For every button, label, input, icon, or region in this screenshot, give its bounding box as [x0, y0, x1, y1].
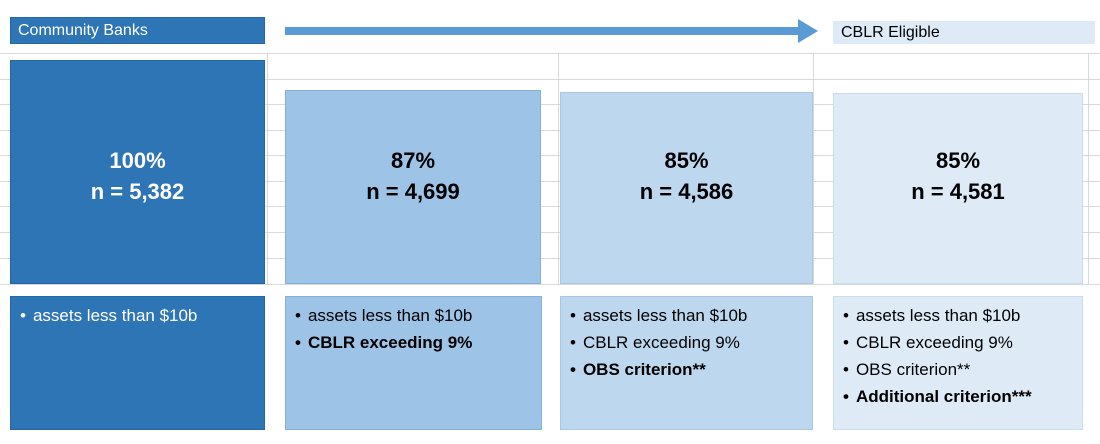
stage-n: n = 5,382	[90, 179, 185, 204]
arrow-right-icon	[798, 19, 818, 43]
community-banks-header: Community Banks	[10, 17, 265, 44]
gridline	[0, 181, 1100, 182]
stage-n: n = 4,699	[366, 179, 460, 204]
gridline	[0, 79, 1100, 80]
gridline	[0, 206, 1100, 207]
stage-stats: 85% n = 4,586	[561, 145, 812, 207]
gridline	[267, 53, 268, 284]
gridline	[0, 53, 1100, 54]
criteria-box-additional-criterion: assets less than $10b CBLR exceeding 9% …	[833, 296, 1083, 430]
criteria-list: assets less than $10b	[20, 302, 256, 329]
gridline	[558, 53, 559, 284]
stage-stats: 87% n = 4,699	[286, 145, 540, 207]
criteria-item: CBLR exceeding 9%	[295, 329, 533, 356]
gridline	[0, 284, 1100, 285]
criteria-item: CBLR exceeding 9%	[843, 329, 1074, 356]
gridline	[0, 130, 1100, 131]
stage-percent: 87%	[390, 148, 436, 173]
gridline	[0, 155, 1100, 156]
criteria-list: assets less than $10b CBLR exceeding 9%	[295, 302, 533, 356]
stage-n: n = 4,586	[639, 179, 734, 204]
stage-stats: 85% n = 4,581	[834, 145, 1082, 207]
criteria-item: assets less than $10b	[843, 302, 1074, 329]
criteria-item: CBLR exceeding 9%	[570, 329, 804, 356]
criteria-item: Additional criterion***	[843, 383, 1074, 410]
stage-box-additional-criterion: 85% n = 4,581	[833, 93, 1083, 284]
criteria-list: assets less than $10b CBLR exceeding 9% …	[570, 302, 804, 383]
stage-percent: 85%	[664, 148, 709, 173]
flow-arrow-body	[285, 27, 798, 35]
stage-box-obs-criterion: 85% n = 4,586	[560, 92, 813, 284]
stage-n: n = 4,581	[911, 179, 1005, 204]
stage-box-cblr-exceeding-9: 87% n = 4,699	[285, 90, 541, 284]
stage-percent: 85%	[935, 148, 981, 173]
criteria-box-cblr-exceeding-9: assets less than $10b CBLR exceeding 9%	[285, 296, 542, 430]
cblr-eligible-label: CBLR Eligible	[841, 24, 940, 41]
criteria-item: OBS criterion**	[843, 356, 1074, 383]
stage-stats: 100% n = 5,382	[11, 145, 264, 207]
cblr-eligible-header: CBLR Eligible	[833, 21, 1095, 44]
gridline	[0, 232, 1100, 233]
stage-box-community-banks: 100% n = 5,382	[10, 60, 265, 284]
criteria-item: assets less than $10b	[20, 302, 256, 329]
criteria-box-community-banks: assets less than $10b	[10, 296, 265, 430]
criteria-item: assets less than $10b	[570, 302, 804, 329]
gridline	[0, 104, 1100, 105]
gridline	[813, 53, 814, 284]
gridline	[1088, 53, 1089, 284]
gridline	[0, 258, 1100, 259]
community-banks-label: Community Banks	[18, 22, 148, 39]
criteria-box-obs-criterion: assets less than $10b CBLR exceeding 9% …	[560, 296, 813, 430]
criteria-item: OBS criterion**	[570, 356, 804, 383]
criteria-item: assets less than $10b	[295, 302, 533, 329]
stage-percent: 100%	[109, 148, 166, 173]
criteria-list: assets less than $10b CBLR exceeding 9% …	[843, 302, 1074, 410]
